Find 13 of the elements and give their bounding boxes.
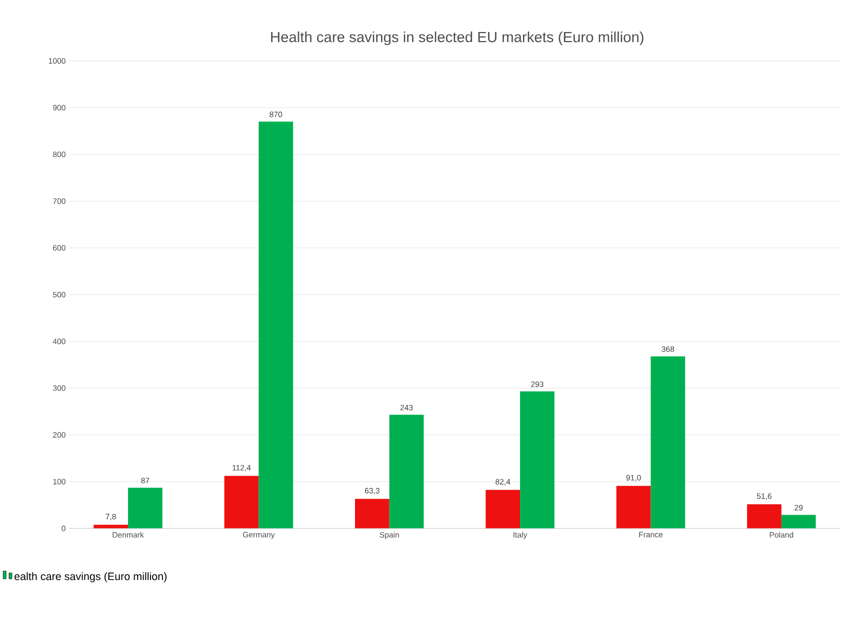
bar (354, 498, 390, 529)
bar (128, 488, 162, 529)
bar (224, 476, 259, 529)
bar (747, 504, 782, 529)
legend-label: ealth care savings (Euro million) (14, 572, 167, 582)
bar (650, 356, 686, 529)
bar (616, 486, 651, 529)
bar (389, 414, 424, 529)
bar (520, 392, 554, 529)
bar (258, 122, 294, 529)
chart-title: Health care savings in selected EU markets (Euro million) (271, 32, 644, 46)
bar (486, 490, 520, 529)
bar (781, 514, 816, 529)
